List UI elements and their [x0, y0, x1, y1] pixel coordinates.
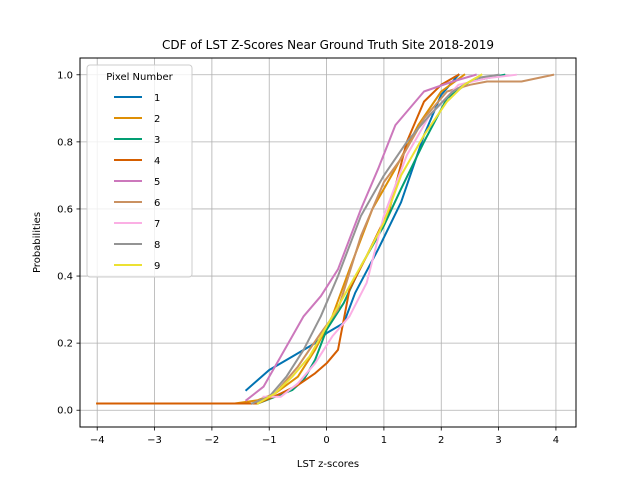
series-line-pixel-9 [256, 73, 483, 405]
y-tick-label: 1.0 [57, 70, 73, 81]
y-tick-label: 0.8 [57, 137, 73, 148]
plot-frame [79, 57, 577, 428]
series-line-pixel-4 [96, 73, 460, 405]
x-tick-label: 0 [323, 435, 329, 446]
legend-box [86, 64, 193, 278]
legend: Pixel Number 1 2 3 4 5 6 7 8 9 [86, 64, 193, 278]
series-line-pixel-7 [262, 73, 517, 398]
legend-label: 5 [154, 177, 160, 188]
x-tick-label: 4 [553, 435, 559, 446]
axis-ticks: −4 −3 −2 −1 0 1 2 3 4 0.0 0.2 0.4 0.6 0.8 1.0 [57, 70, 559, 446]
y-tick-label: 0.6 [57, 204, 73, 215]
legend-title: Pixel Number [106, 72, 173, 83]
x-axis-label: LST z-scores [297, 459, 359, 470]
series-lines [96, 73, 555, 405]
y-tick-label: 0.2 [57, 339, 73, 350]
x-tick-label: 2 [438, 435, 444, 446]
x-tick-label: 1 [381, 435, 387, 446]
legend-label: 3 [154, 135, 160, 146]
legend-label: 2 [154, 114, 160, 125]
series-line-pixel-8 [250, 73, 500, 405]
legend-label: 9 [154, 261, 160, 272]
legend-label: 4 [154, 156, 160, 167]
legend-label: 8 [154, 240, 160, 251]
x-tick-label: −4 [90, 435, 105, 446]
legend-items: 1 2 3 4 5 6 7 8 9 [114, 93, 160, 272]
x-tick-label: −2 [205, 435, 220, 446]
x-tick-label: 3 [495, 435, 501, 446]
chart-title: CDF of LST Z-Scores Near Ground Truth Si… [162, 38, 494, 52]
y-tick-label: 0.4 [57, 272, 73, 283]
legend-label: 6 [154, 198, 160, 209]
series-line-pixel-6 [250, 73, 555, 405]
x-tick-label: −1 [262, 435, 277, 446]
legend-label: 7 [154, 219, 160, 230]
y-axis-label: Probabilities [32, 212, 43, 273]
series-line-pixel-5 [244, 73, 477, 402]
y-tick-label: 0.0 [57, 406, 73, 417]
legend-label: 1 [154, 93, 160, 104]
x-tick-label: −3 [147, 435, 162, 446]
